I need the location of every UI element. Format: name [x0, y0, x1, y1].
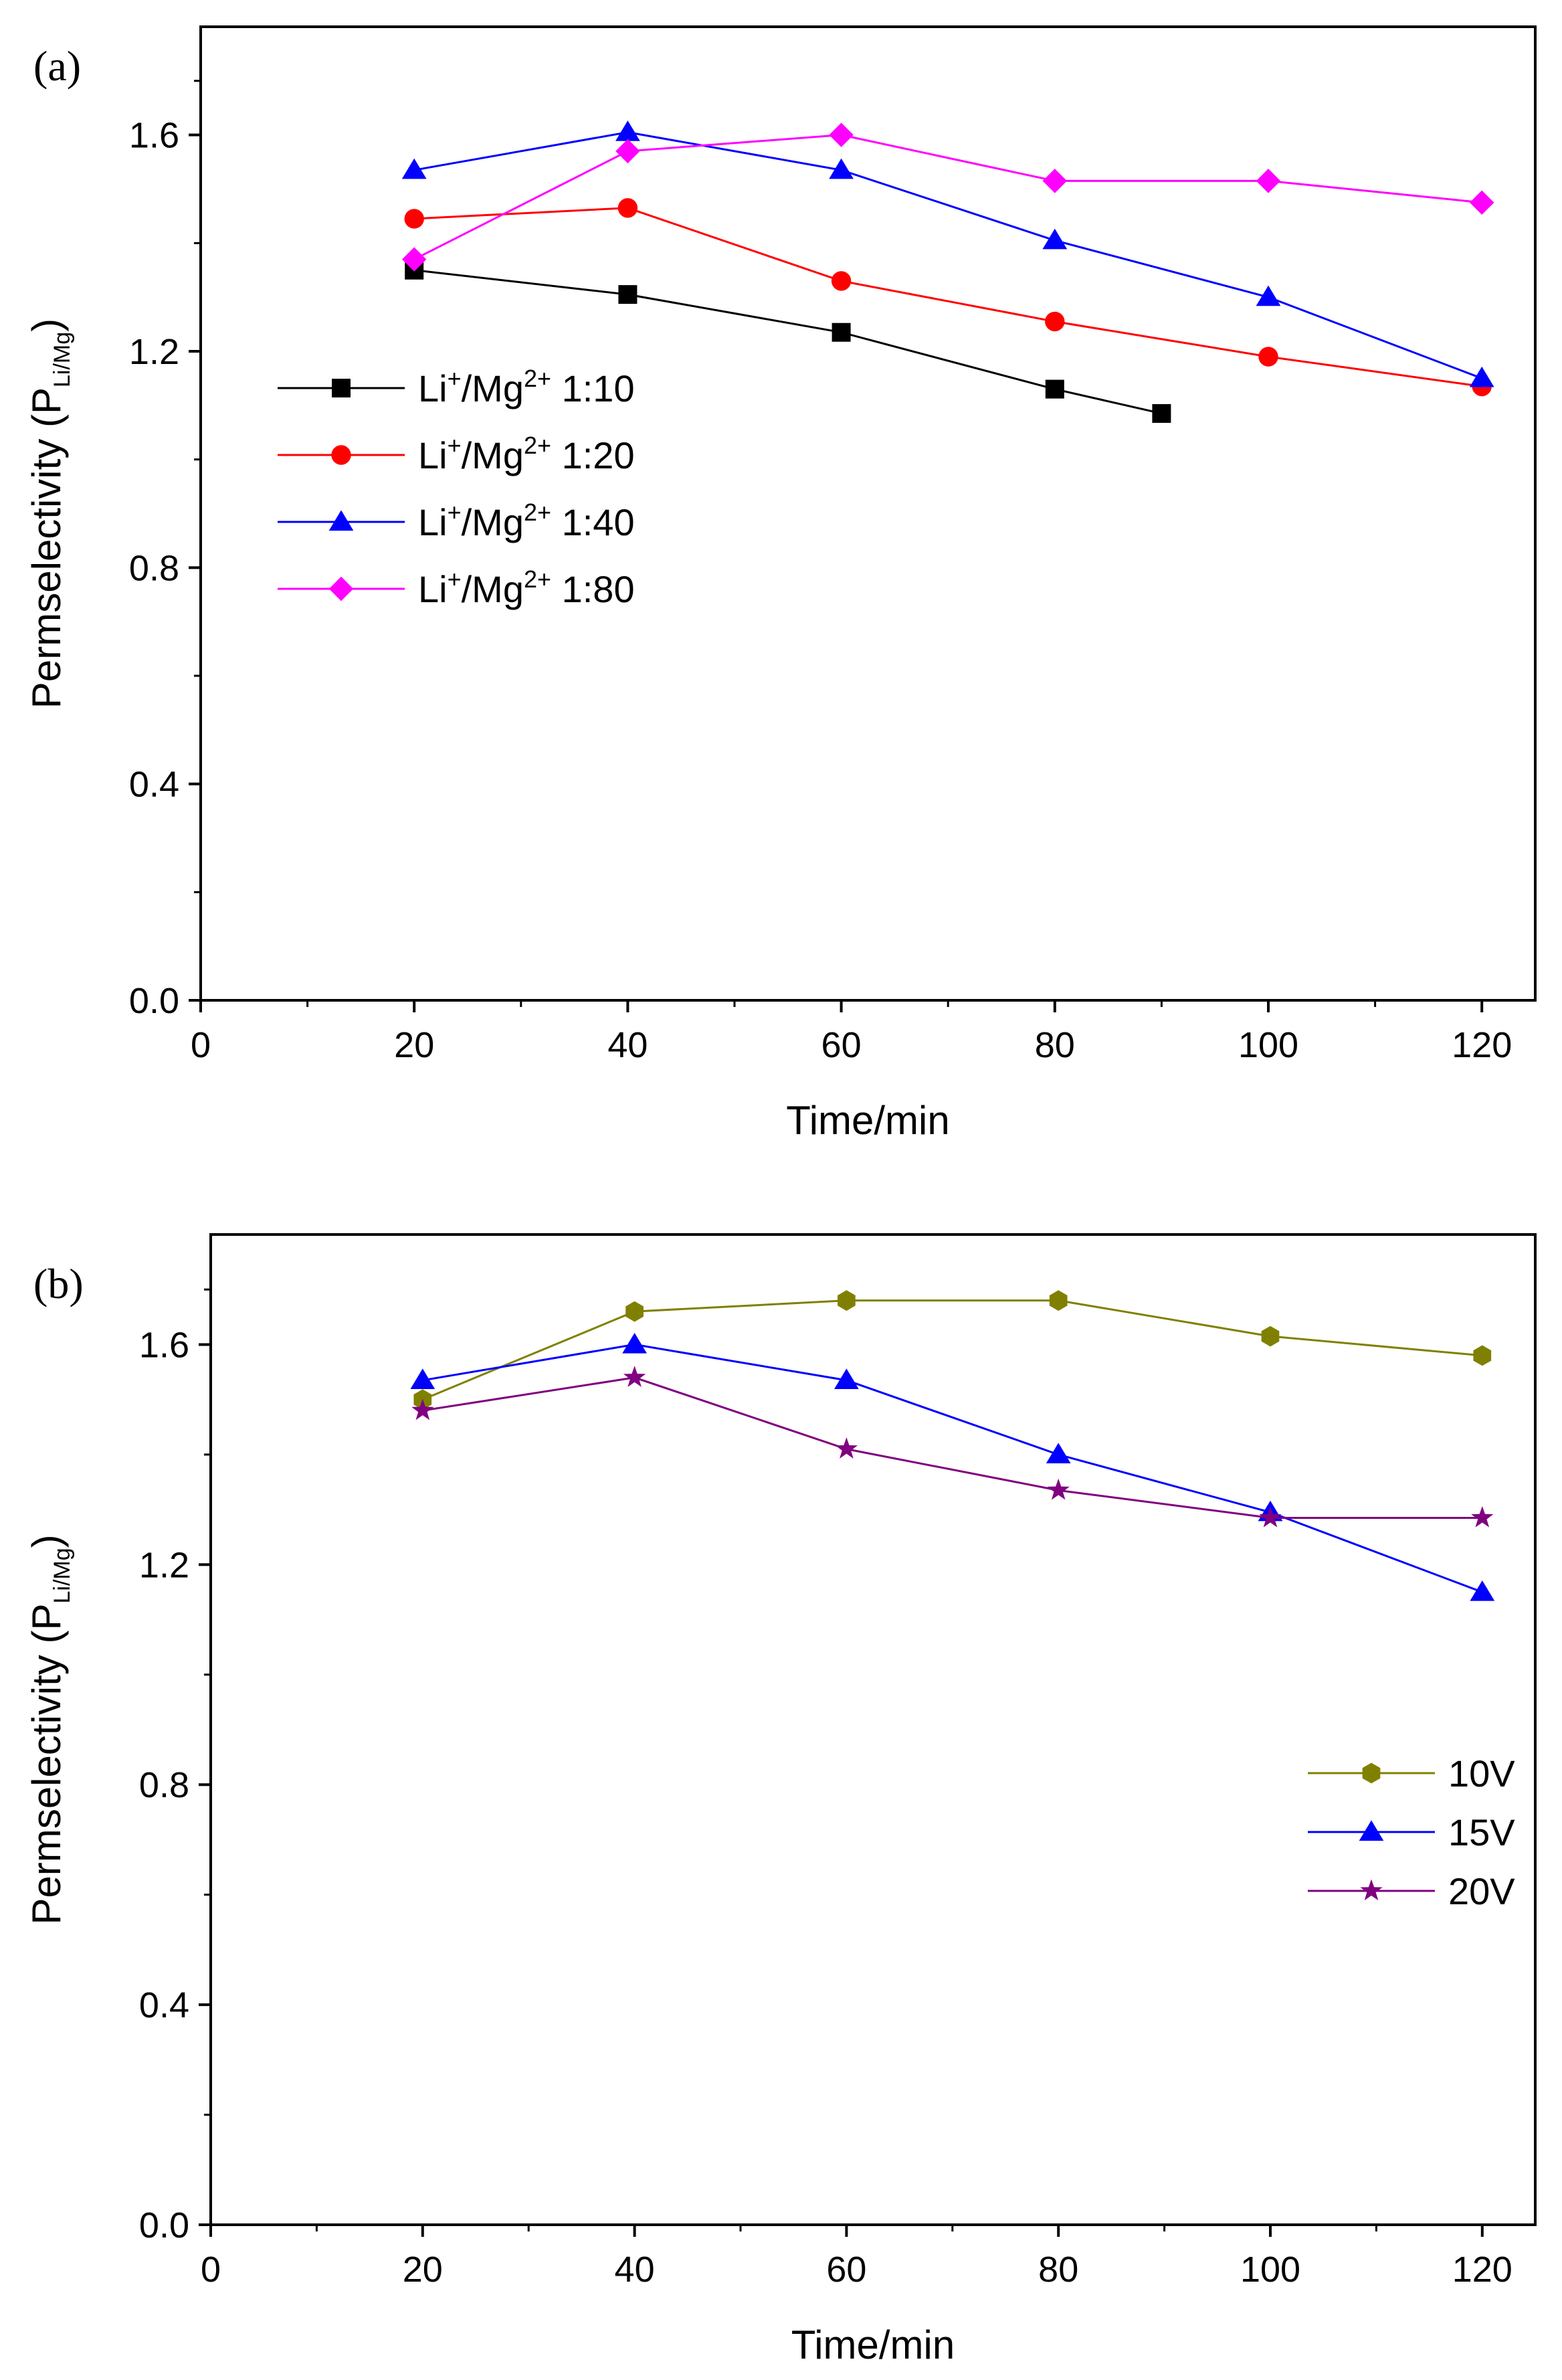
legend-label: 20V [1448, 1870, 1515, 1912]
data-point-series-3 [1469, 366, 1494, 387]
data-point-series-2 [1045, 311, 1065, 332]
data-point-series-3 [411, 1398, 434, 1421]
panel-label: (b) [33, 1260, 84, 1307]
series-line-1 [422, 1299, 1482, 1401]
data-point-series-2 [404, 209, 424, 229]
data-point-series-2 [622, 1332, 647, 1354]
x-tick-label: 80 [1038, 2250, 1078, 2290]
x-tick-label: 80 [1035, 1025, 1075, 1065]
legend-label: Li+/Mg2+ 1:40 [418, 498, 635, 543]
x-tick-label: 100 [1240, 2250, 1300, 2290]
data-point-series-3 [835, 1437, 858, 1459]
y-tick-label: 0.8 [139, 1765, 189, 1805]
x-tick-label: 40 [615, 2250, 655, 2290]
data-point-series-3 [1047, 1478, 1070, 1500]
x-tick-label: 0 [201, 2250, 221, 2290]
data-point-series-4 [829, 122, 854, 147]
y-tick-label: 1.2 [129, 332, 179, 372]
x-tick-label: 120 [1452, 1025, 1512, 1065]
series-line-4 [413, 134, 1482, 260]
data-point-series-2 [834, 1368, 859, 1390]
data-point-series-3 [829, 158, 854, 179]
y-tick-label: 0.4 [139, 1985, 189, 2025]
data-point-series-4 [1042, 169, 1067, 193]
series-line-3 [422, 1376, 1482, 1519]
y-tick-label: 0.8 [129, 548, 179, 588]
legend-label: 15V [1448, 1811, 1515, 1853]
y-axis-title: Permselectivity (PLi/Mg) [24, 1534, 75, 1924]
y-axis-title: Permselectivity (PLi/Mg) [24, 318, 75, 709]
plot-frame [209, 1233, 1537, 2226]
data-point-series-1 [832, 323, 851, 342]
data-point-series-2 [1258, 347, 1278, 367]
y-tick-label: 1.6 [139, 1325, 189, 1365]
data-point-series-1 [1049, 1290, 1068, 1311]
data-point-series-1 [1261, 1325, 1280, 1347]
x-tick-label: 120 [1452, 2250, 1512, 2290]
legend-marker [1359, 1820, 1384, 1841]
legend-marker [328, 510, 354, 531]
plot-frame [199, 25, 1537, 1002]
data-point-series-2 [410, 1368, 435, 1390]
legend-marker [1360, 1879, 1383, 1901]
y-tick-label: 0.0 [129, 981, 179, 1021]
x-tick-label: 60 [826, 2250, 866, 2290]
data-point-series-4 [402, 247, 427, 272]
legend-label: Li+/Mg2+ 1:10 [418, 365, 635, 409]
data-point-series-4 [1470, 190, 1494, 215]
legend-marker [332, 379, 351, 397]
y-tick-label: 1.2 [139, 1545, 189, 1585]
data-point-series-1 [1045, 379, 1064, 399]
legend-marker [1362, 1762, 1381, 1784]
data-point-series-2 [831, 271, 852, 291]
data-point-series-3 [1259, 1505, 1282, 1528]
x-tick-label: 100 [1238, 1025, 1298, 1065]
chart-panel-a: (a) 0 20 40 60 80 100 120 0.0 0.4 0.8 1.2 1.6 Time/mi… [24, 25, 1537, 1143]
data-point-series-3 [1042, 228, 1068, 250]
data-point-series-3 [623, 1366, 646, 1387]
data-point-series-1 [625, 1301, 644, 1322]
data-point-series-4 [1256, 169, 1281, 193]
y-tick-label: 0.0 [139, 2205, 189, 2246]
data-point-series-1 [618, 285, 638, 304]
x-tick-label: 0 [191, 1025, 211, 1065]
legend-label: 10V [1448, 1752, 1515, 1795]
data-point-series-3 [1471, 1505, 1494, 1528]
panel-label: (a) [33, 42, 81, 90]
legend-marker [331, 445, 351, 465]
data-point-series-1 [1152, 403, 1171, 423]
x-axis-title: Time/min [791, 2322, 955, 2367]
data-point-series-2 [1046, 1443, 1071, 1464]
x-tick-label: 60 [821, 1025, 862, 1065]
legend-label: Li+/Mg2+ 1:20 [418, 432, 635, 476]
data-point-series-1 [838, 1290, 856, 1311]
y-tick-label: 0.4 [129, 765, 179, 805]
x-tick-label: 20 [403, 2250, 443, 2290]
data-point-series-2 [1470, 1580, 1495, 1601]
series-line-3 [413, 131, 1482, 379]
x-tick-label: 40 [607, 1025, 648, 1065]
x-tick-label: 20 [394, 1025, 434, 1065]
legend-marker [328, 576, 354, 602]
x-axis-title: Time/min [786, 1098, 949, 1143]
chart-panel-b: (b) 0 20 40 60 80 100 120 0.0 0.4 0.8 1.2 1.6 Time/mi… [24, 1233, 1537, 2367]
series-line-2 [414, 207, 1482, 388]
legend-label: Li+/Mg2+ 1:80 [418, 565, 635, 610]
y-tick-label: 1.6 [129, 116, 179, 156]
data-point-series-3 [401, 158, 427, 179]
data-point-series-4 [615, 139, 640, 164]
series-line-2 [422, 1343, 1483, 1593]
data-point-series-3 [615, 120, 640, 141]
data-point-series-3 [1256, 285, 1281, 306]
data-point-series-2 [617, 198, 638, 218]
data-point-series-1 [1473, 1345, 1492, 1366]
